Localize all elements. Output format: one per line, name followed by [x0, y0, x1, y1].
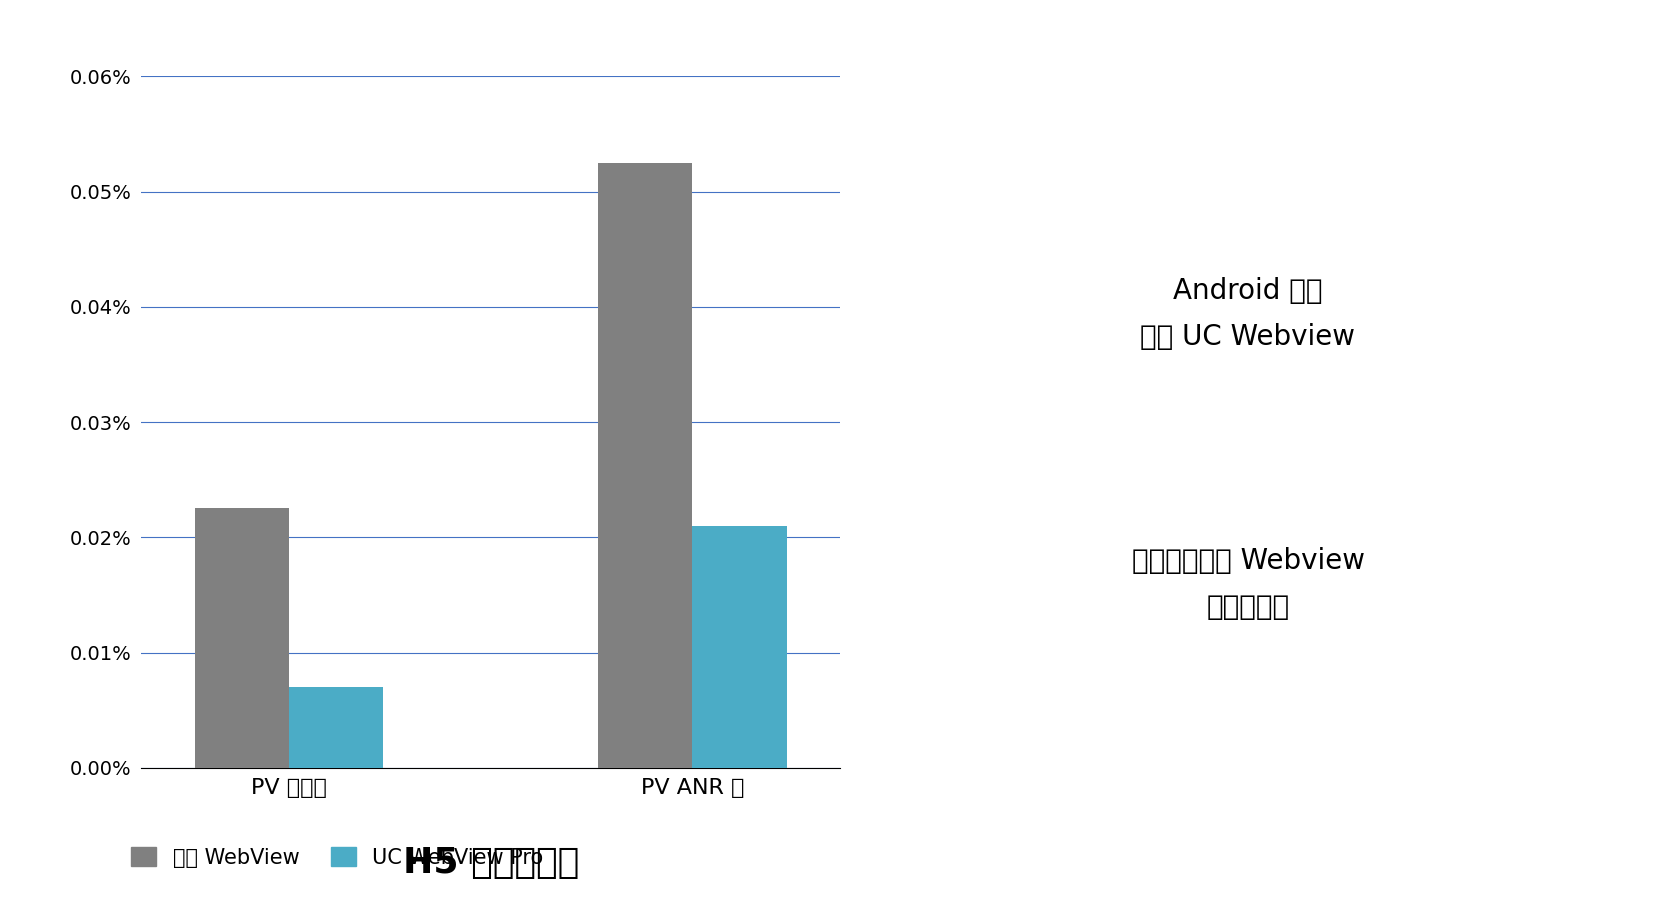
Text: Android 平台
基于 UC Webview: Android 平台 基于 UC Webview: [1140, 277, 1356, 351]
Bar: [290, 687, 383, 768]
Bar: [599, 163, 692, 768]
Text: H5 容器稳定性: H5 容器稳定性: [403, 846, 579, 880]
Text: 解决安卓系统 Webview
碎片化问题: 解决安卓系统 Webview 碎片化问题: [1132, 547, 1364, 621]
Legend: 系统 WebView, UC WebView Pro: 系统 WebView, UC WebView Pro: [131, 848, 544, 867]
Bar: [692, 526, 787, 768]
Bar: [195, 508, 290, 768]
